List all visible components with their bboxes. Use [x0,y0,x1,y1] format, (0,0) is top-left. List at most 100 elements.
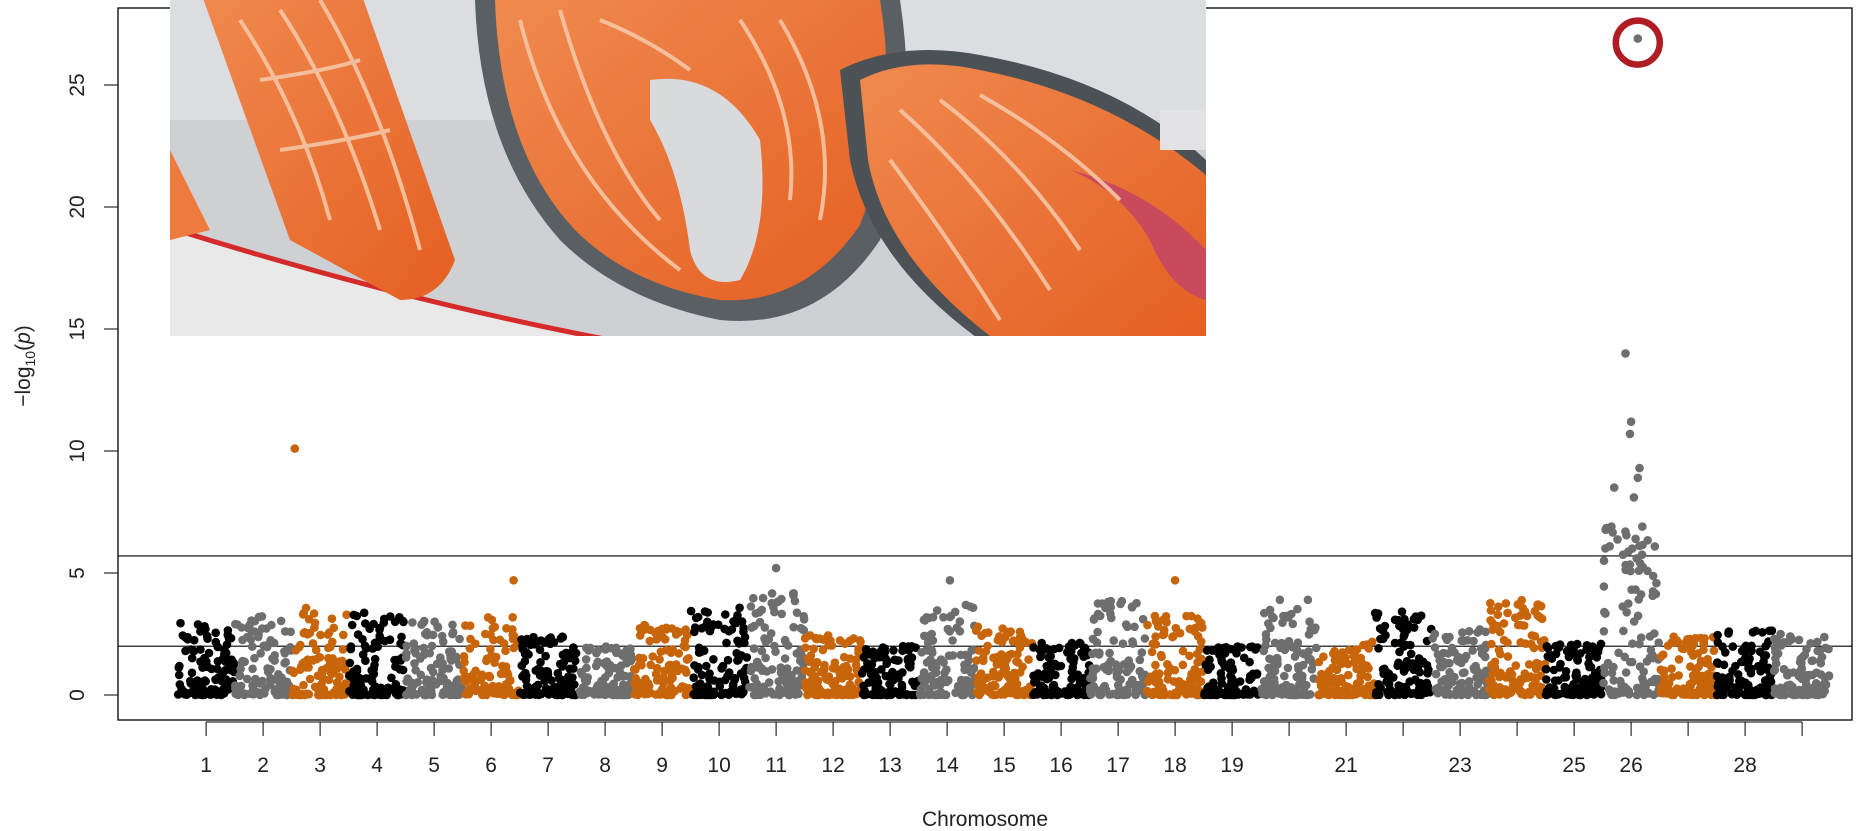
snp-point [1233,642,1242,651]
snp-point [248,664,257,674]
snp-point [1465,677,1474,686]
snp-point [250,653,259,663]
snp-point [1178,687,1188,696]
snp-point [250,678,260,688]
snp-point [1599,678,1608,688]
snp-point [1226,658,1236,667]
snp-point [569,643,578,652]
snp-point [732,648,741,658]
snp-point [1399,632,1409,641]
snp-point [1555,640,1565,649]
snp-point [1489,681,1499,690]
snp-point [1374,644,1383,653]
snp-point [1462,651,1471,661]
snp-point [520,690,530,699]
snp-point [1657,688,1667,698]
snp-point [1292,645,1302,655]
snp-point [335,672,344,682]
snp-point [558,632,567,641]
snp-point [1135,666,1145,676]
snp-point [1542,642,1552,651]
outlier-snp-point [1633,473,1643,483]
snp-point [1378,626,1388,635]
snp-point [1105,648,1114,658]
snp-point [1204,682,1214,691]
snp-point [1161,612,1171,621]
snp-point [1613,535,1622,544]
snp-point [522,681,532,691]
snp-point [1779,687,1789,697]
snp-point [522,634,532,644]
snp-point [1636,684,1645,693]
snp-point [889,646,898,655]
snp-point [1099,683,1108,692]
snp-point [1187,689,1196,698]
snp-point [403,674,413,683]
snp-point [746,602,756,611]
snp-point [948,636,957,645]
x-tick-label: 5 [428,754,440,777]
snp-point [1079,652,1088,661]
snp-point [274,670,283,679]
highlighted-top-snp-ring [1612,17,1664,68]
snp-point [1688,651,1698,660]
snp-point [436,653,445,662]
snp-point [1511,661,1521,670]
snp-point [682,630,692,640]
snp-point [1761,641,1770,651]
snp-point [460,658,469,667]
snp-point [446,654,456,664]
snp-point [1290,652,1300,661]
snp-point [1046,666,1056,675]
snp-point [1153,685,1163,695]
snp-point [417,620,426,629]
snp-point [659,678,668,688]
snp-point [691,613,701,623]
snp-point [397,632,406,642]
snp-point [1588,673,1597,682]
snp-point [262,624,271,633]
snp-point [663,690,672,700]
snp-point [1620,652,1629,662]
snp-point [750,621,759,631]
snp-point [756,688,766,697]
snp-point [325,628,334,637]
x-tick-label: 25 [1562,754,1585,777]
snp-point [1189,676,1198,686]
snp-point [898,668,907,677]
snp-point [1453,656,1463,666]
snp-point [298,690,307,699]
snp-point [276,616,286,626]
snp-point [508,630,517,639]
snp-point [705,669,714,678]
snp-point [1473,628,1482,637]
snp-point [1654,638,1663,647]
snp-point [805,657,814,666]
snp-point [1185,651,1194,661]
snp-point [1520,607,1530,616]
snp-point [721,610,730,619]
snp-point [327,614,337,623]
snp-point [955,627,965,636]
snp-point [761,653,770,663]
snp-point [359,608,369,618]
snp-point [837,674,847,683]
outlier-snp-point [509,576,518,585]
snp-point [1156,650,1166,660]
snp-point [1355,677,1365,687]
snp-point [1677,644,1687,653]
snp-point [1000,690,1009,699]
outlier-snp-point [1609,483,1619,492]
snp-point [833,689,842,699]
snp-point [1064,642,1074,651]
snp-point [257,612,267,621]
x-tick-label: 6 [485,754,497,777]
y-axis: 0 5 10 15 20 25 [66,73,119,701]
snp-point [752,658,762,667]
snp-point [1610,690,1620,700]
snp-point [178,631,188,640]
snp-point [592,648,601,658]
snp-point [411,665,421,675]
snp-point [1399,642,1409,651]
snp-point [367,666,377,675]
